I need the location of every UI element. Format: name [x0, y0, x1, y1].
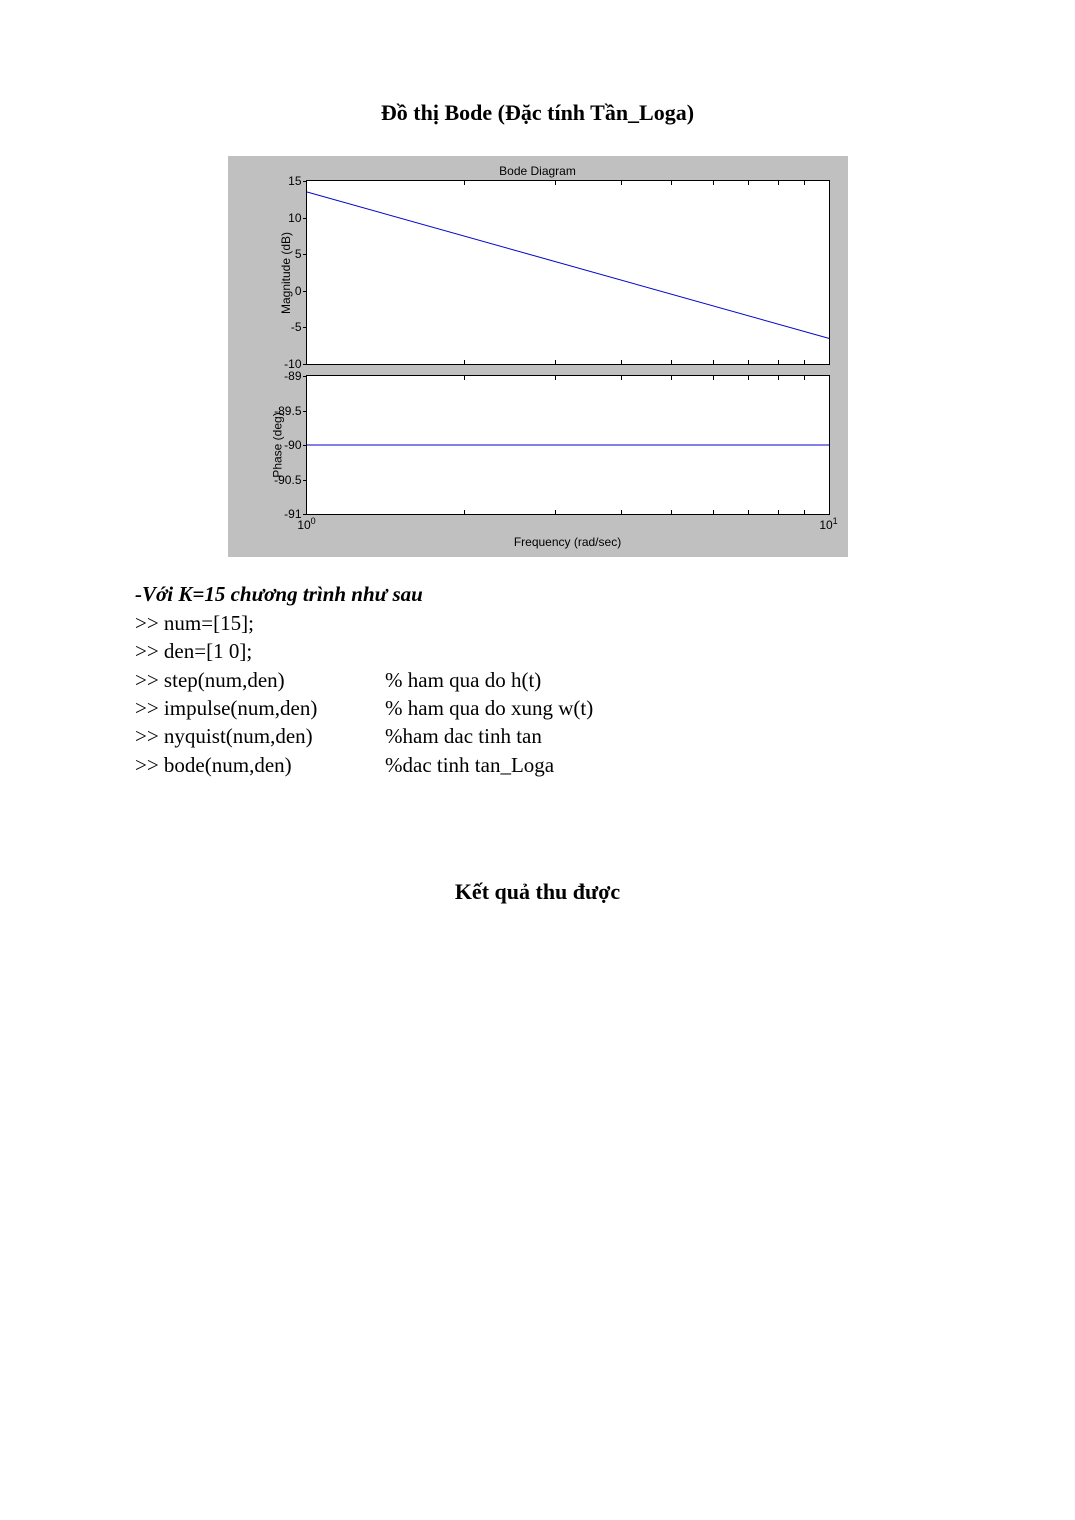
x-minor-tick [671, 510, 672, 514]
magnitude-ytick: 15 [267, 174, 302, 188]
x-minor-tick [621, 510, 622, 514]
x-minor-tick [464, 376, 465, 380]
code-line: >> den=[1 0]; [135, 637, 940, 665]
document-page: Đồ thị Bode (Đặc tính Tần_Loga) Bode Dia… [0, 0, 1075, 905]
code-comment: % ham qua do h(t) [385, 666, 541, 694]
code-command: >> num=[15]; [135, 609, 385, 637]
code-line: >> bode(num,den)%dac tinh tan_Loga [135, 751, 940, 779]
x-minor-tick [621, 181, 622, 185]
x-minor-tick [464, 181, 465, 185]
page-title: Đồ thị Bode (Đặc tính Tần_Loga) [135, 100, 940, 126]
x-minor-tick [713, 181, 714, 185]
magnitude-ytick: 10 [267, 211, 302, 225]
x-minor-tick [748, 510, 749, 514]
x-minor-tick [778, 376, 779, 380]
x-minor-tick [713, 510, 714, 514]
code-line: >> step(num,den)% ham qua do h(t) [135, 666, 940, 694]
x-minor-tick [804, 376, 805, 380]
magnitude-ytick: 5 [267, 247, 302, 261]
phase-ytick: -89 [267, 369, 302, 383]
code-command: >> step(num,den) [135, 666, 385, 694]
x-minor-tick [621, 360, 622, 364]
x-minor-tick [778, 181, 779, 185]
x-minor-tick [555, 181, 556, 185]
phase-line [307, 376, 829, 514]
x-minor-tick [804, 360, 805, 364]
code-command: >> nyquist(num,den) [135, 722, 385, 750]
phase-panel: Phase (deg) -91-90.5-90-89.5-89100101 [306, 375, 830, 515]
magnitude-panel: Magnitude (dB) -10-5051015 [306, 180, 830, 365]
magnitude-ytick: -5 [267, 320, 302, 334]
magnitude-ylabel: Magnitude (dB) [279, 231, 293, 313]
figure-title: Bode Diagram [236, 164, 840, 178]
x-minor-tick [804, 510, 805, 514]
phase-ytick: -90 [267, 438, 302, 452]
x-minor-tick [671, 181, 672, 185]
code-comment: %dac tinh tan_Loga [385, 751, 554, 779]
code-command: >> impulse(num,den) [135, 694, 385, 722]
code-command: >> bode(num,den) [135, 751, 385, 779]
x-minor-tick [671, 360, 672, 364]
x-minor-tick [555, 376, 556, 380]
x-minor-tick [778, 360, 779, 364]
code-line: >> impulse(num,den)% ham qua do xung w(t… [135, 694, 940, 722]
magnitude-ytick: 0 [267, 284, 302, 298]
x-minor-tick [804, 181, 805, 185]
result-heading: Kết quả thu được [135, 879, 940, 905]
x-minor-tick [748, 360, 749, 364]
x-minor-tick [713, 360, 714, 364]
code-comment: %ham dac tinh tan [385, 722, 542, 750]
phase-ytick: -91 [267, 507, 302, 521]
phase-ytick: -90.5 [267, 473, 302, 487]
x-minor-tick [621, 376, 622, 380]
x-tick-label: 100 [297, 516, 315, 532]
x-minor-tick [464, 360, 465, 364]
phase-ytick: -89.5 [267, 404, 302, 418]
x-minor-tick [713, 376, 714, 380]
bode-figure: Bode Diagram Magnitude (dB) -10-5051015 … [228, 156, 848, 557]
magnitude-line [307, 181, 829, 364]
matlab-code-block: >> num=[15];>> den=[1 0];>> step(num,den… [135, 609, 940, 779]
x-minor-tick [555, 360, 556, 364]
code-comment: % ham qua do xung w(t) [385, 694, 593, 722]
code-command: >> den=[1 0]; [135, 637, 385, 665]
x-axis-label: Frequency (rad/sec) [296, 535, 840, 549]
code-subheading: -Với K=15 chương trình như sau [135, 582, 940, 607]
x-minor-tick [555, 510, 556, 514]
x-minor-tick [748, 181, 749, 185]
x-minor-tick [748, 376, 749, 380]
code-line: >> num=[15]; [135, 609, 940, 637]
x-minor-tick [464, 510, 465, 514]
x-minor-tick [778, 510, 779, 514]
code-line: >> nyquist(num,den)%ham dac tinh tan [135, 722, 940, 750]
x-tick-label: 101 [819, 516, 837, 532]
x-minor-tick [671, 376, 672, 380]
